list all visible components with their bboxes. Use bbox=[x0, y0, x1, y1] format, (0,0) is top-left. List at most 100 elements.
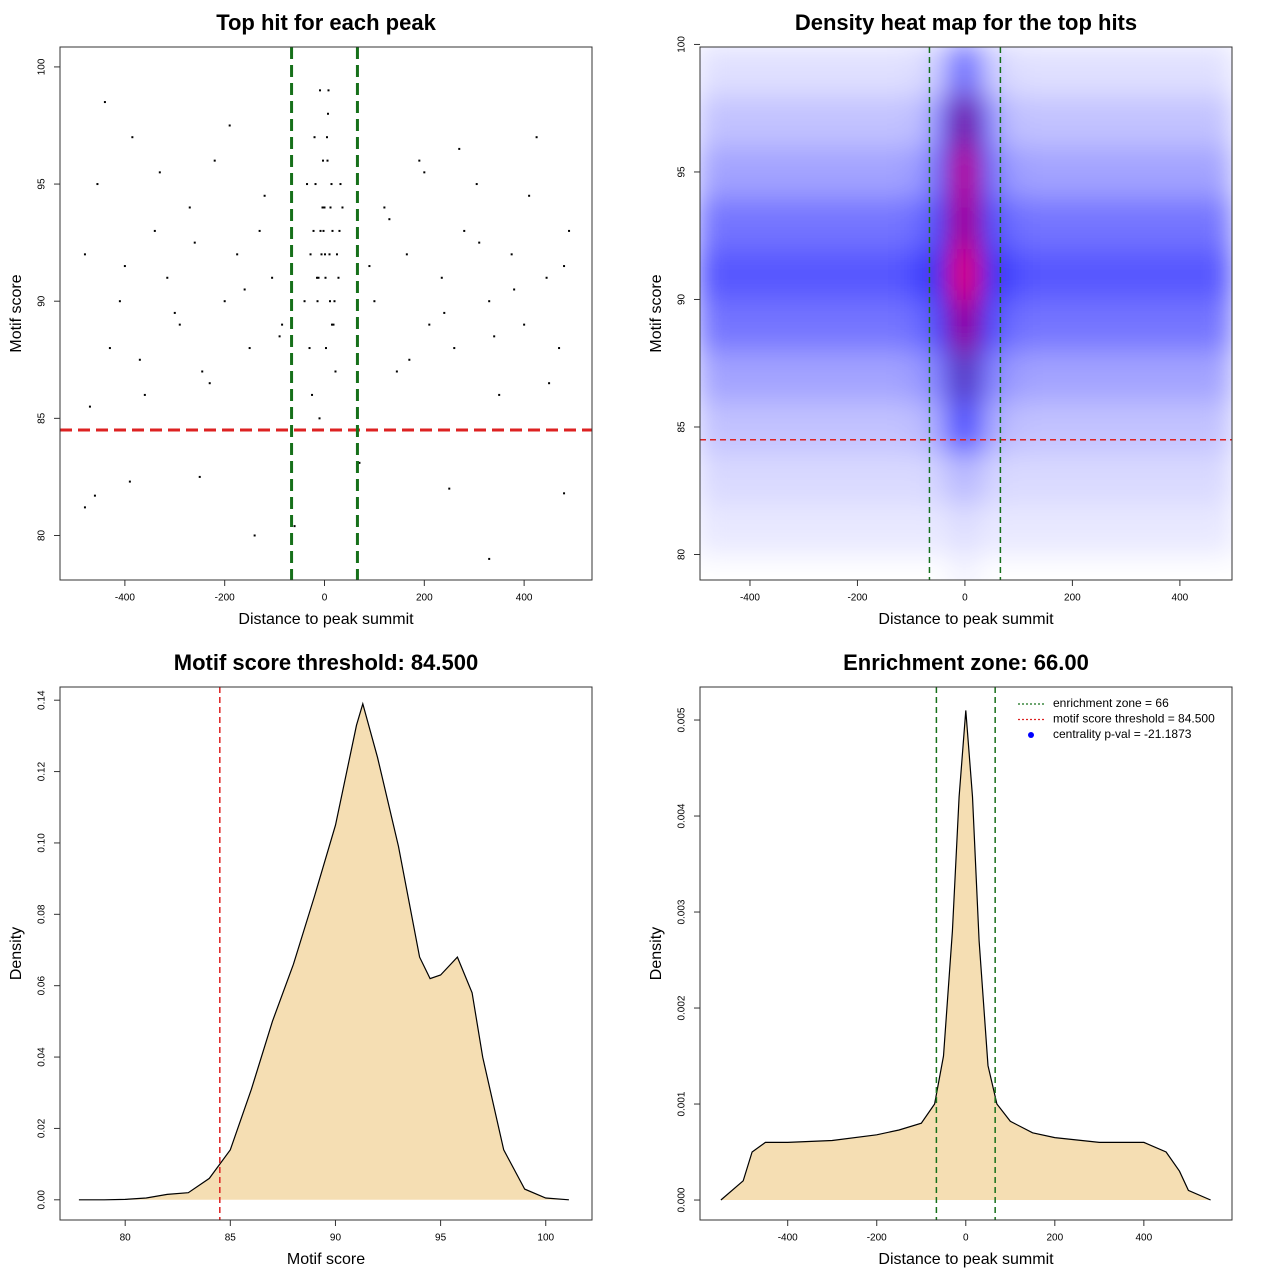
x-tick-label: 400 bbox=[1172, 593, 1189, 604]
heat-cell bbox=[749, 47, 805, 96]
point bbox=[311, 393, 314, 396]
heat-cell bbox=[1179, 298, 1232, 351]
heat-cell bbox=[1179, 349, 1232, 402]
point bbox=[373, 300, 376, 303]
plot-frame bbox=[59, 46, 593, 581]
heat-cell bbox=[937, 553, 955, 580]
heat-cell bbox=[803, 196, 858, 249]
point bbox=[271, 276, 274, 279]
heat-cell bbox=[910, 94, 939, 147]
heat-cell bbox=[1125, 451, 1181, 504]
heat-cell bbox=[953, 502, 977, 555]
point bbox=[321, 206, 324, 209]
point bbox=[158, 171, 161, 174]
point bbox=[131, 136, 134, 139]
point bbox=[83, 506, 86, 509]
heat-cell bbox=[1179, 553, 1232, 580]
point bbox=[332, 323, 335, 326]
point bbox=[528, 194, 531, 197]
heat-cell bbox=[1018, 145, 1073, 198]
point bbox=[228, 124, 231, 127]
point bbox=[325, 347, 327, 350]
heat-cell bbox=[937, 196, 955, 249]
heat-cell bbox=[937, 451, 955, 504]
heat-cell bbox=[1018, 94, 1073, 147]
heat-cell bbox=[953, 400, 977, 453]
heat-cell bbox=[700, 502, 751, 555]
x-tick-label: 80 bbox=[120, 1233, 132, 1244]
heat-cell bbox=[1018, 47, 1073, 96]
heat-cell bbox=[991, 47, 1020, 96]
heat-cell bbox=[991, 298, 1020, 351]
y-tick-label: 0.000 bbox=[677, 1187, 688, 1212]
point bbox=[338, 229, 341, 232]
x-tick-label: 200 bbox=[1046, 1233, 1063, 1244]
x-axis-label: Distance to peak summit bbox=[878, 611, 1054, 628]
heat-cell bbox=[975, 298, 993, 351]
heat-cell bbox=[803, 451, 858, 504]
point bbox=[333, 300, 336, 303]
point bbox=[213, 159, 216, 162]
heat-cell bbox=[1071, 502, 1127, 555]
y-tick-label: 0.003 bbox=[677, 899, 688, 924]
point bbox=[108, 347, 111, 350]
heat-cell bbox=[937, 47, 955, 96]
heatmap bbox=[700, 47, 1232, 580]
heat-cell bbox=[1071, 196, 1127, 249]
point bbox=[123, 265, 126, 268]
heat-cell bbox=[991, 94, 1020, 147]
point bbox=[423, 171, 426, 174]
x-tick-label: 0 bbox=[962, 593, 968, 604]
x-tick-label: -400 bbox=[778, 1233, 798, 1244]
heat-cell bbox=[1125, 247, 1181, 300]
point bbox=[328, 300, 331, 303]
heat-cell bbox=[937, 349, 955, 402]
heat-cell bbox=[856, 145, 912, 198]
heat-cell bbox=[749, 94, 805, 147]
heat-cell bbox=[975, 400, 993, 453]
heat-cell bbox=[953, 247, 977, 300]
heat-cell bbox=[1179, 400, 1232, 453]
heat-cell bbox=[953, 196, 977, 249]
heat-cell bbox=[1071, 553, 1127, 580]
x-axis-label: Motif score bbox=[287, 1251, 365, 1268]
heat-cell bbox=[953, 94, 977, 147]
heat-cell bbox=[975, 502, 993, 555]
chart-title: Density heat map for the top hits bbox=[795, 10, 1137, 35]
y-tick-label: 0.04 bbox=[37, 1047, 48, 1067]
heat-cell bbox=[910, 298, 939, 351]
heat-cell bbox=[856, 400, 912, 453]
heat-cell bbox=[856, 94, 912, 147]
heat-cell bbox=[856, 451, 912, 504]
point bbox=[93, 494, 96, 497]
heat-cell bbox=[1125, 502, 1181, 555]
heat-cell bbox=[803, 349, 858, 402]
heat-cell bbox=[700, 196, 751, 249]
density-line bbox=[78, 701, 569, 1201]
heat-cell bbox=[749, 451, 805, 504]
heat-cell bbox=[991, 145, 1020, 198]
point bbox=[253, 534, 256, 537]
heat-cell bbox=[749, 298, 805, 351]
point bbox=[188, 206, 191, 209]
heat-cell bbox=[856, 47, 912, 96]
heat-cell bbox=[991, 451, 1020, 504]
x-axis-label: Distance to peak summit bbox=[878, 1251, 1054, 1268]
point bbox=[383, 206, 386, 209]
point bbox=[475, 183, 478, 186]
heat-cell bbox=[1125, 553, 1181, 580]
heat-cell bbox=[991, 502, 1020, 555]
x-tick-label: 200 bbox=[416, 593, 433, 604]
x-tick-label: -400 bbox=[740, 593, 760, 604]
heat-cell bbox=[975, 196, 993, 249]
point bbox=[334, 370, 337, 373]
y-tick-label: 80 bbox=[37, 529, 48, 541]
y-tick-label: 80 bbox=[677, 548, 688, 560]
plot-frame bbox=[699, 46, 1233, 581]
heat-cell bbox=[910, 451, 939, 504]
y-tick-label: 100 bbox=[677, 36, 688, 53]
point bbox=[493, 335, 496, 338]
y-tick-label: 0.004 bbox=[677, 803, 688, 828]
heat-cell bbox=[975, 94, 993, 147]
heat-cell bbox=[1125, 349, 1181, 402]
